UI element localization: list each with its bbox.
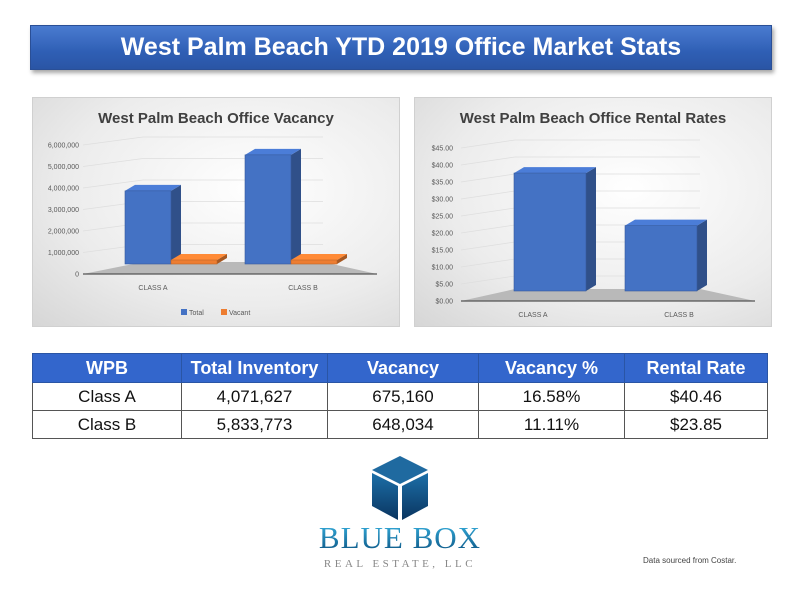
source-note: Data sourced from Costar. (643, 556, 737, 565)
cell: 4,071,627 (181, 382, 328, 411)
cube-logo-icon: BLUE BOX REAL ESTATE, LLC (319, 456, 481, 570)
y-tick-label: 1,000,000 (48, 250, 79, 257)
cell: $23.85 (624, 410, 768, 439)
x-tick-label: CLASS A (518, 312, 548, 319)
table-header-row: WPB Total Inventory Vacancy Vacancy % Re… (32, 353, 768, 383)
gridline (82, 179, 144, 189)
bar-rental-rate (624, 225, 698, 292)
bar-rental-rate-side (697, 219, 707, 291)
chart-floor (83, 262, 377, 274)
bar-vacant-top (171, 254, 227, 260)
bar-rental-rate (513, 172, 587, 292)
y-tick-label: $10.00 (432, 265, 454, 272)
bar-total-top (245, 148, 301, 155)
rental-rates-chart: West Palm Beach Office Rental Rates $0.00… (414, 97, 772, 327)
cell: 11.11% (478, 410, 625, 439)
header-vacancy-pct: Vacancy % (478, 353, 625, 383)
rental-rates-chart-svg: West Palm Beach Office Rental Rates $0.00… (432, 110, 755, 319)
cell: $40.46 (624, 382, 768, 411)
x-tick-label: CLASS B (288, 285, 318, 292)
bar-total-side (291, 148, 301, 264)
bar-rental-rate-top (514, 167, 596, 174)
bar-total-side (171, 184, 181, 264)
gridline (460, 241, 516, 251)
y-tick-label: 4,000,000 (48, 186, 79, 193)
y-tick-label: 0 (75, 272, 79, 279)
table-row: Class A 4,071,627 675,160 16.58% $40.46 (32, 382, 768, 411)
page-title-banner: West Palm Beach YTD 2019 Office Market S… (30, 25, 772, 70)
bar-total (244, 154, 292, 265)
gridline (460, 173, 516, 183)
y-tick-label: 6,000,000 (48, 143, 79, 150)
y-tick-label: $45.00 (432, 146, 454, 153)
y-tick-label: $35.00 (432, 180, 454, 187)
y-tick-label: $0.00 (435, 299, 453, 306)
gridline (460, 207, 516, 217)
y-tick-label: $40.00 (432, 163, 454, 170)
y-tick-label: $5.00 (435, 282, 453, 289)
bar-rental-rate-side (586, 167, 596, 291)
bar-total (124, 190, 172, 265)
bar-vacant-side (337, 254, 347, 264)
gridline (460, 190, 516, 200)
y-tick-label: $30.00 (432, 197, 454, 204)
blue-box-logo: BLUE BOX REAL ESTATE, LLC (300, 452, 500, 577)
x-tick-label: CLASS B (664, 312, 694, 319)
chart-title: West Palm Beach Office Rental Rates (460, 110, 726, 127)
vacancy-chart-svg: West Palm Beach Office Vacancy 0 1,000,000… (48, 110, 377, 317)
header-rental-rate: Rental Rate (624, 353, 768, 383)
cell: Class A (32, 382, 182, 411)
gridline (82, 158, 144, 167)
x-tick-label: CLASS A (138, 285, 168, 292)
bar-vacant (170, 259, 218, 265)
stats-table: WPB Total Inventory Vacancy Vacancy % Re… (32, 353, 768, 439)
header-total-inventory: Total Inventory (181, 353, 328, 383)
gridline (460, 275, 516, 285)
y-tick-label: 2,000,000 (48, 229, 79, 236)
gridline (460, 224, 516, 234)
gridline (460, 156, 516, 166)
bar-rental-rate-top (625, 219, 707, 226)
bar-vacant-side (217, 254, 227, 264)
logo-subtitle: REAL ESTATE, LLC (324, 558, 476, 570)
legend-swatch (221, 309, 227, 315)
y-tick-label: $15.00 (432, 248, 454, 255)
chart-floor (461, 289, 755, 301)
gridline (82, 136, 144, 146)
bar-total-top (125, 184, 181, 191)
cell: 675,160 (327, 382, 479, 411)
vacancy-chart: West Palm Beach Office Vacancy 0 1,000,000… (32, 97, 400, 327)
gridline (460, 258, 516, 268)
legend-label: Vacant (229, 310, 250, 317)
header-vacancy: Vacancy (327, 353, 479, 383)
y-tick-label: $25.00 (432, 214, 454, 221)
y-tick-label: $20.00 (432, 231, 454, 238)
bar-vacant (290, 259, 338, 265)
chart-title: West Palm Beach Office Vacancy (98, 110, 334, 127)
cell: Class B (32, 410, 182, 439)
header-wpb: WPB (32, 353, 182, 383)
bar-vacant-top (291, 254, 347, 260)
cell: 16.58% (478, 382, 625, 411)
legend-swatch (181, 309, 187, 315)
cell: 5,833,773 (181, 410, 328, 439)
legend-label: Total (189, 310, 204, 317)
y-tick-label: 3,000,000 (48, 207, 79, 214)
table-row: Class B 5,833,773 648,034 11.11% $23.85 (32, 410, 768, 439)
gridline (460, 139, 516, 149)
logo-wordmark: BLUE BOX (319, 520, 481, 555)
y-tick-label: 5,000,000 (48, 164, 79, 171)
cell: 648,034 (327, 410, 479, 439)
page-title: West Palm Beach YTD 2019 Office Market S… (120, 33, 682, 61)
